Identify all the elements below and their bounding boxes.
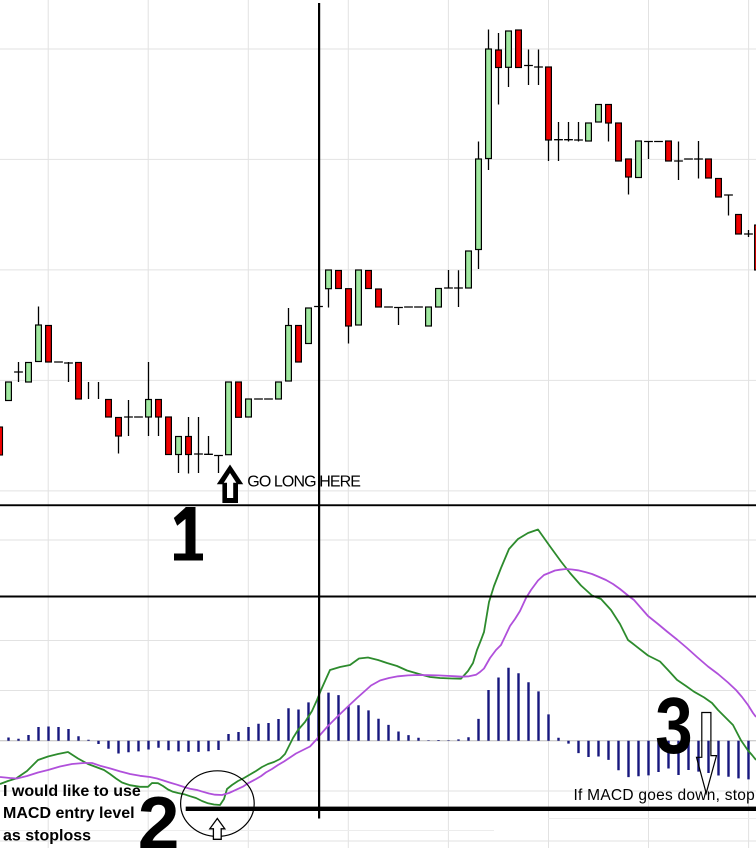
svg-text:3: 3 [655,680,692,770]
svg-text:as stoploss: as stoploss [3,827,91,844]
svg-text:GO LONG HERE: GO LONG HERE [247,474,360,491]
svg-text:MACD entry level: MACD entry level [3,805,135,822]
svg-text:2: 2 [138,781,180,848]
svg-text:I would like to use: I would like to use [3,783,141,800]
svg-text:If MACD goes down, stop: If MACD goes down, stop [574,787,756,804]
